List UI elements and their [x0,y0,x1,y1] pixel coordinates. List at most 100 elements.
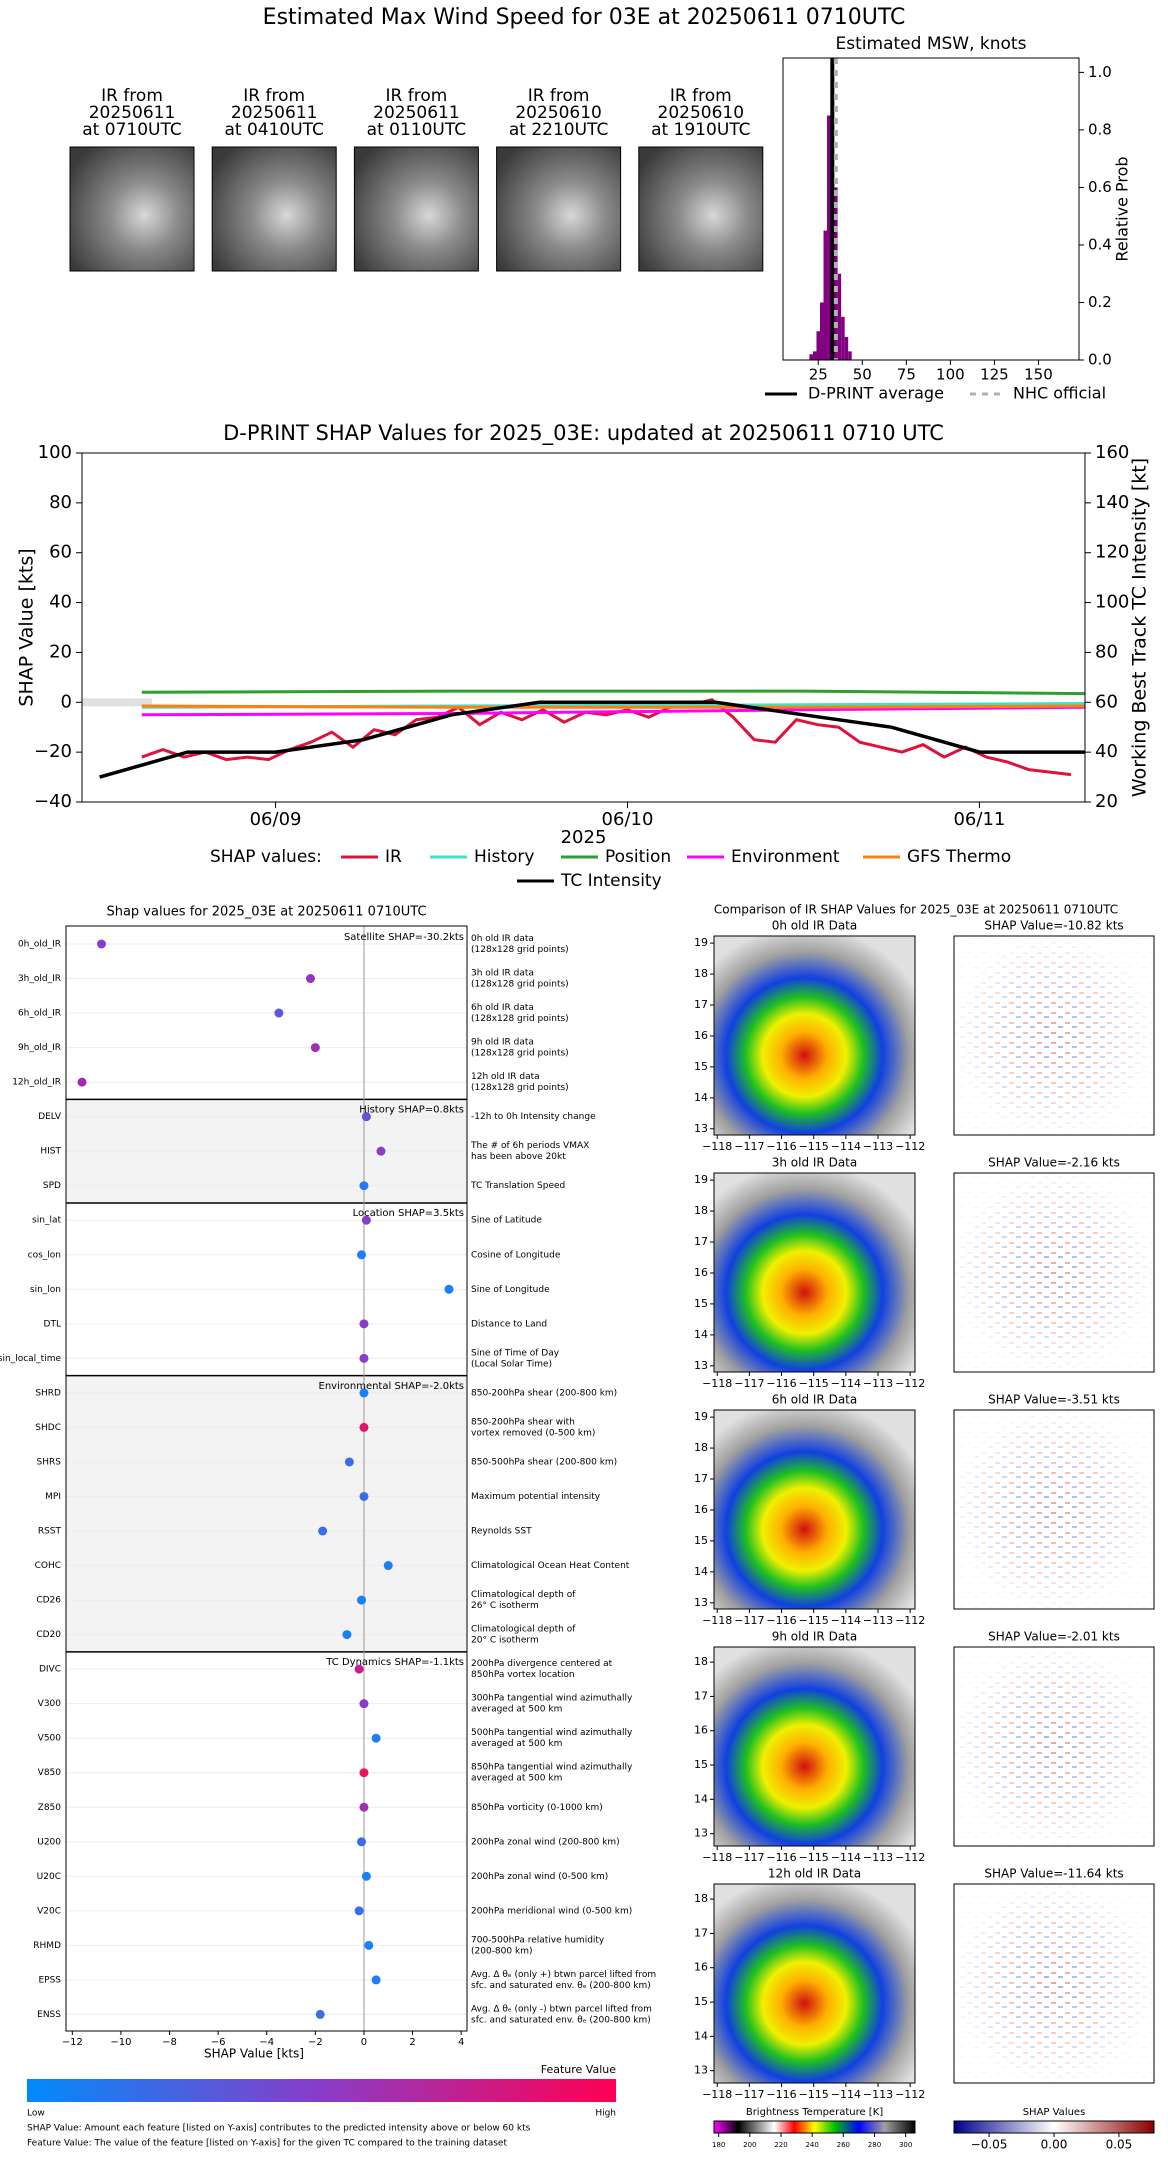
feature-description: has been above 20kt [471,1152,566,1162]
feature-description: 700-500hPa relative humidity [471,1935,605,1945]
x-tick-label: −117 [734,1614,764,1627]
x-tick-label: −12 [62,2037,83,2048]
y-tick-label: 15 [694,1534,708,1547]
legend-label: TC Intensity [560,871,662,891]
thumbnail-title: IR from [101,86,163,106]
dot [354,1664,364,1674]
y2-tick-label: 80 [1095,641,1118,662]
x-axis-label: SHAP Value [kts] [204,2047,304,2061]
feature-label: EPSS [38,1975,61,1985]
dot [361,1112,371,1122]
feature-description: (Local Solar Time) [471,1359,552,1369]
feature-description: 200hPa zonal wind (200-800 km) [471,1837,620,1847]
shap-fade [953,1409,1155,1610]
y-tick-label: 18 [694,1655,708,1668]
y-tick-label: 16 [694,1724,708,1737]
feature-description: 200hPa zonal wind (0-500 km) [471,1872,608,1882]
y-tick-label: 16 [694,1503,708,1516]
feature-description: (128x128 grid points) [471,1083,569,1093]
colorbar-tick-label: 0.05 [1106,2138,1133,2152]
y-tick-label: 60 [49,542,72,563]
colorbar-tick-label: 240 [805,2141,818,2149]
x-tick-label: −114 [831,1851,861,1864]
dot [359,1181,369,1191]
y-axis-label: SHAP Value [kts] [16,548,38,706]
y-tick-label: 0.6 [1088,178,1112,196]
dot [359,1802,369,1812]
y-tick-label: 14 [694,1792,708,1805]
y-tick-label: 15 [694,1297,708,1310]
series-line [141,704,1086,709]
ir-image [713,935,916,1136]
x-tick-label: −118 [702,1851,732,1864]
legend-label: D-PRINT average [808,384,944,403]
bar [844,336,849,360]
colorbar-title: SHAP Values [1023,2107,1086,2118]
footnote: SHAP Value: Amount each feature [listed … [27,2124,531,2134]
feature-description: averaged at 500 km [471,1739,562,1749]
x-tick-label: 06/10 [602,809,654,830]
y-tick-label: 17 [694,1472,708,1485]
thumbnail-title: 20250611 [373,103,460,123]
y2-axis-label: Working Best Track TC Intensity [kt] [1129,458,1151,797]
x-tick-label: −115 [799,1140,829,1153]
group-label: Environmental SHAP=-2.0kts [319,1381,465,1392]
colorbar-tick-label: 260 [837,2141,850,2149]
feature-label: DTL [44,1319,61,1329]
x-tick-label: −112 [895,1851,925,1864]
group-label: Location SHAP=3.5kts [353,1208,464,1219]
feature-description: Maximum potential intensity [471,1492,601,1502]
x-tick-label: −118 [702,1614,732,1627]
feature-description: 850hPa tangential wind azimuthally [471,1763,633,1773]
dot [357,1250,367,1260]
feature-description: Climatological Ocean Heat Content [471,1561,630,1571]
y-tick-label: 0.4 [1088,235,1112,253]
colorbar-tick-label: −0.05 [971,2138,1008,2152]
feature-description: Climatological depth of [471,1625,576,1635]
y2-tick-label: 20 [1095,791,1118,812]
x-tick-label: −115 [799,1614,829,1627]
y-tick-label: 14 [694,1091,708,1104]
legend-label: NHC official [1013,384,1106,403]
dot [359,1491,369,1501]
y-tick-label: 20 [49,641,72,662]
feature-description: 200hPa divergence centered at [471,1659,613,1669]
y2-tick-label: 160 [1095,442,1129,463]
colorbar [953,2120,1155,2134]
x-tick-label: 25 [809,366,828,384]
feature-description: (128x128 grid points) [471,980,569,990]
feature-description: (128x128 grid points) [471,1049,569,1059]
dot [359,1388,369,1398]
dot [305,974,315,984]
x-tick-label: −115 [799,1851,829,1864]
dot [359,1422,369,1432]
x-tick-label: 50 [853,366,872,384]
colorbar-tick-label: 280 [868,2141,881,2149]
feature-label: 6h_old_IR [18,1009,61,1019]
ir-thumbnail [211,146,337,272]
shap-panel-title: SHAP Value=-10.82 kts [984,919,1123,933]
ir-thumbnail [638,146,764,272]
thumbnail-title: at 0110UTC [367,120,466,140]
bar [827,115,831,361]
group-label: TC Dynamics SHAP=-1.1kts [325,1657,464,1668]
feature-label: RSST [38,1527,62,1537]
x-tick-label: 2 [409,2037,415,2048]
dot [383,1561,393,1571]
shap-panel-title: SHAP Value=-2.16 kts [988,1156,1120,1170]
thumbnail-title: at 2210UTC [509,120,608,140]
feature-description: 6h old IR data [471,1003,534,1013]
x-tick-label: −116 [766,1614,796,1627]
ir-panel-title: 9h old IR Data [772,1630,858,1644]
y-tick-label: 18 [694,1204,708,1217]
colorbar-title: Feature Value [541,2063,617,2076]
dot [371,1975,381,1985]
shap-panel-title: SHAP Value=-11.64 kts [984,1867,1123,1881]
colorbar [713,2120,916,2134]
ir-image [713,1883,916,2084]
x-tick-label: −113 [863,1851,893,1864]
feature-label: 0h_old_IR [18,940,61,950]
chart-title: Estimated MSW, knots [836,34,1027,54]
x-tick-label: 75 [897,366,916,384]
